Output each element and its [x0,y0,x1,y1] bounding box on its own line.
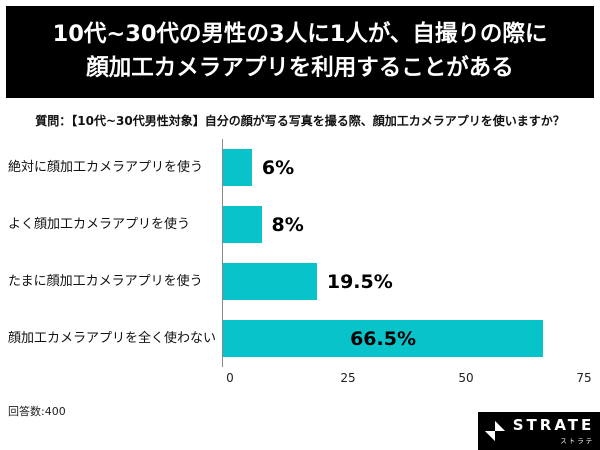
headline-line-1: 10代~30代の男性の3人に1人が、自撮りの際に [52,21,548,48]
x-tick-label: 25 [340,371,356,385]
chart-row: 絶対に顔加工カメラアプリを使う 6% [0,139,600,196]
category-label: 顔加工カメラアプリを全く使わない [8,330,217,346]
chart-row: たまに顔加工カメラアプリを使う 19.5% [0,253,600,310]
chart-row: 顔加工カメラアプリを全く使わない 66.5% [0,310,600,367]
x-tick-label: 50 [458,371,474,385]
x-tick-label: 75 [576,371,592,385]
bar-track: 6% [222,139,584,196]
category-label: 絶対に顔加工カメラアプリを使う [8,159,204,175]
strate-logo-icon [484,420,506,442]
bar [223,149,252,186]
x-tick-label: 0 [226,371,234,385]
brand-subtitle: ストラテ [560,436,595,445]
brand-logo-box: STRATE ストラテ [478,412,600,450]
bar-track: 66.5% [222,310,584,367]
value-label: 66.5% [350,327,416,350]
survey-question: 質問：【10代~30代男性対象】自分の顔が写る写真を撮る際、顔加工カメラアプリを… [35,114,565,128]
value-label: 19.5% [326,270,393,293]
bar-track: 8% [222,196,584,253]
respondents-note: 回答数:400 [8,405,66,418]
bar [223,263,317,300]
bar [223,206,262,243]
bar: 66.5% [223,320,544,357]
bar-track: 19.5% [222,253,584,310]
headline-banner: 10代~30代の男性の3人に1人が、自撮りの際に 顔加工カメラアプリを利用するこ… [6,6,594,98]
headline-line-2: 顔加工カメラアプリを利用することがある [86,55,514,81]
x-axis: 0 25 50 75 [226,371,591,389]
value-label: 8% [271,213,304,236]
category-label: たまに顔加工カメラアプリを使う [8,273,203,289]
category-label: よく顔加工カメラアプリを使う [8,216,191,232]
chart-row: よく顔加工カメラアプリを使う 8% [0,196,600,253]
bar-chart: 絶対に顔加工カメラアプリを使う 6% よく顔加工カメラアプリを使う 8% たまに顔加工カ… [0,139,600,367]
value-label: 6% [261,156,295,179]
brand-name: STRATE [512,416,595,435]
